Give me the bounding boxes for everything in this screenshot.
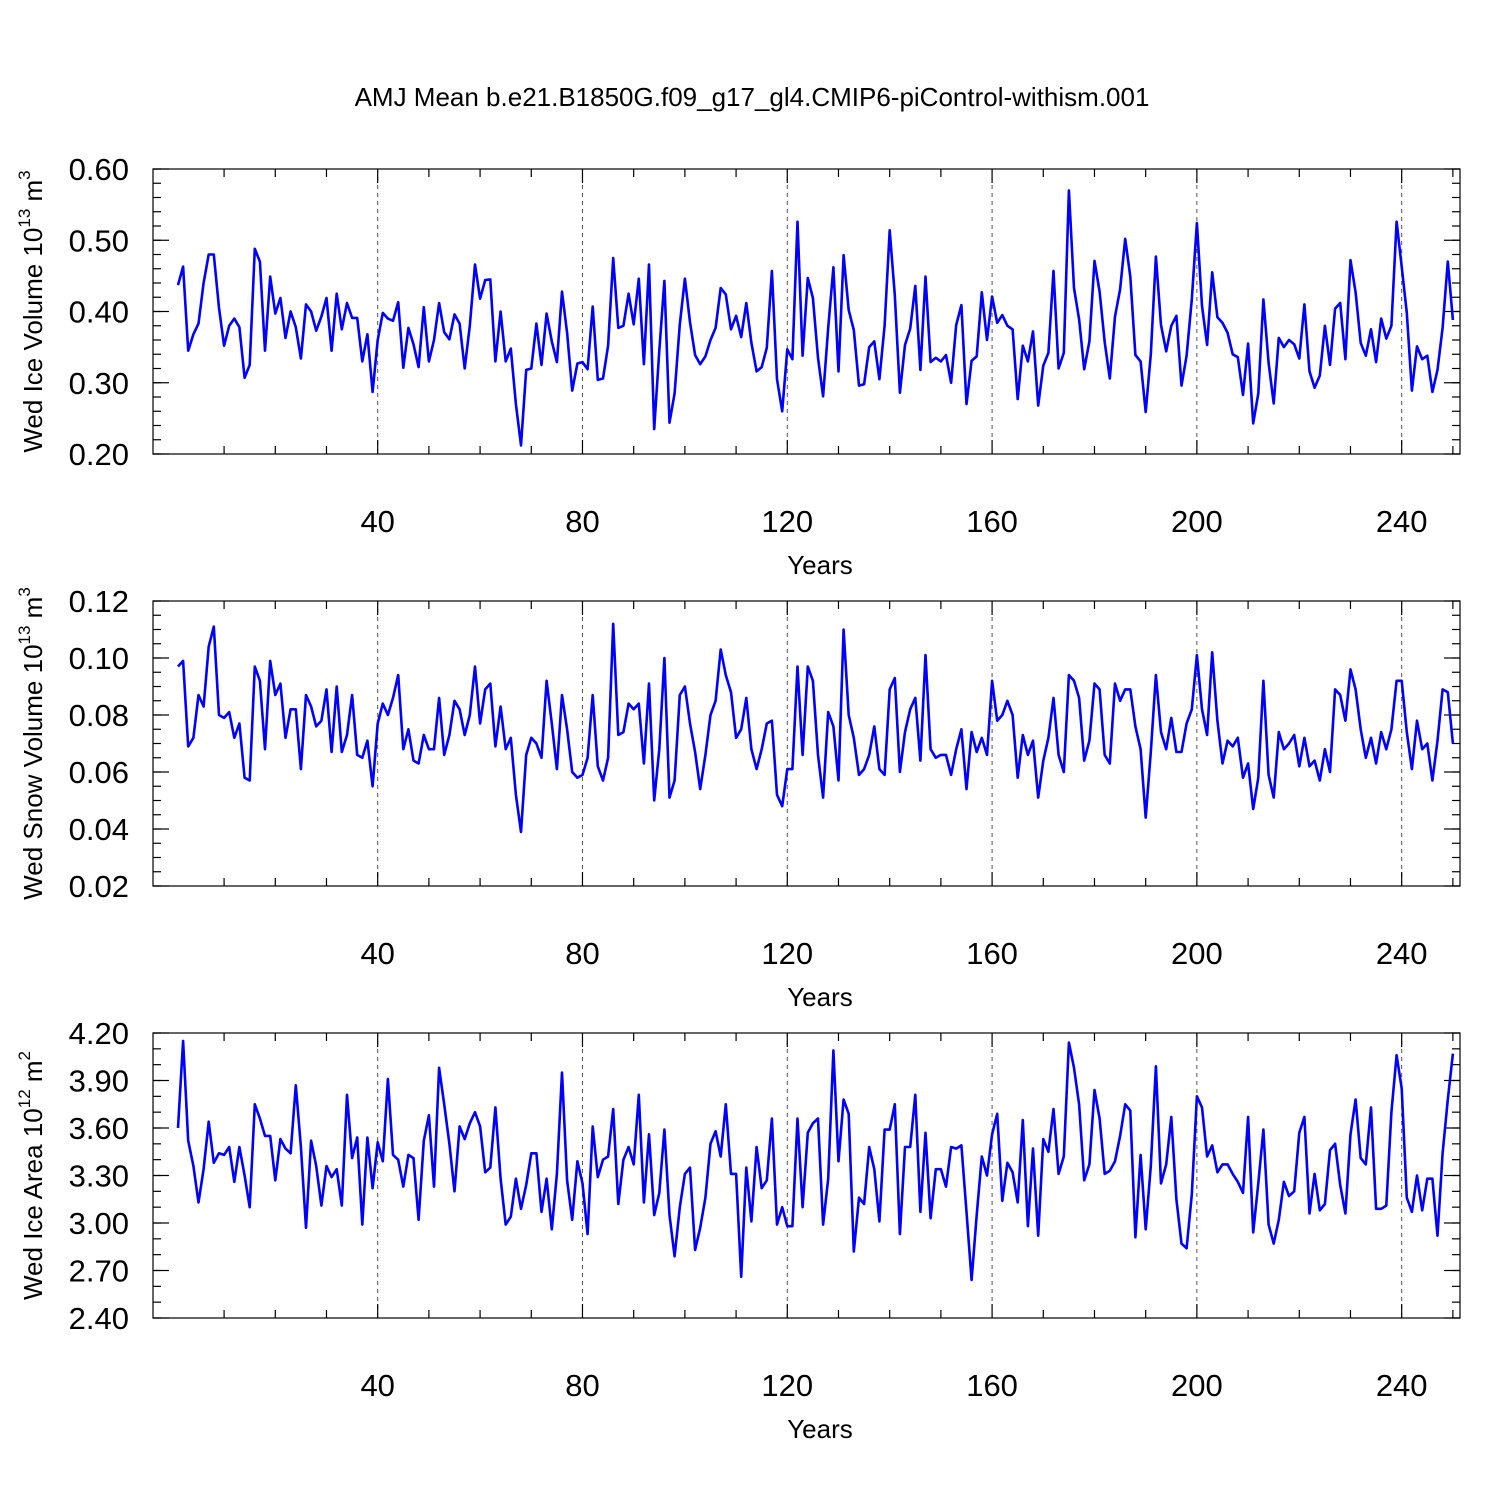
y-axis-label-exp: 13: [15, 209, 34, 228]
x-tick-label-240: 240: [1376, 1368, 1428, 1403]
y-tick-label: 3.00: [69, 1206, 129, 1241]
x-tick-label-120: 120: [761, 936, 813, 971]
y-tick-label: 2.40: [69, 1301, 129, 1336]
y-tick-label: 3.30: [69, 1159, 129, 1194]
y-axis-label-unit-exp: 3: [15, 170, 34, 179]
y-tick-label: 0.06: [69, 755, 129, 790]
y-tick-label: 3.90: [69, 1064, 129, 1099]
y-tick-label: 4.20: [69, 1016, 129, 1051]
x-tick-label-80: 80: [565, 504, 599, 539]
y-axis-label-unit-exp: 2: [15, 1051, 34, 1060]
x-tick-label-40: 40: [360, 504, 394, 539]
panels-group: 40 80 120 160 200 240Years0.200.300.400.500.6…: [15, 152, 1461, 1444]
plot-frame: [152, 600, 1461, 887]
x-tick-label-200: 200: [1171, 936, 1223, 971]
x-tick-label-240: 240: [1376, 504, 1428, 539]
x-tick-label-240: 240: [1376, 936, 1428, 971]
y-axis-label-unit: m: [18, 180, 48, 209]
x-tick-label-40: 40: [360, 1368, 394, 1403]
y-tick-label: 2.70: [69, 1254, 129, 1289]
y-axis-label-exp: 12: [15, 1089, 34, 1108]
y-axis-label-main: Wed Ice Area 10: [18, 1108, 48, 1300]
y-axis-label: Wed Ice Area 1012 m2: [15, 1051, 48, 1300]
series-line-ice-volume: [176, 189, 1455, 447]
y-tick-label: 0.40: [69, 295, 129, 330]
y-axis-label: Wed Ice Volume 1013 m3: [15, 170, 48, 452]
plot-frame: [152, 1032, 1461, 1319]
y-axis-label: Wed Snow Volume 1013 m3: [15, 587, 48, 900]
x-tick-label-200: 200: [1171, 1368, 1223, 1403]
x-tick-label-40: 40: [360, 936, 394, 971]
x-tick-label-160: 160: [966, 504, 1018, 539]
panel-ice-area: 40 80 120 160 200 240 Years 2.40 2.70 3.00 3.30 3.6…: [15, 1016, 1461, 1444]
y-axis-label-main: Wed Ice Volume 10: [18, 228, 48, 453]
y-axis-label-exp: 13: [15, 626, 34, 645]
panel-snow-volume: 40 80 120 160 200 240 Years 0.02 0.04 0.06 0.08 0.1…: [15, 584, 1461, 1012]
x-tick-label-200: 200: [1171, 504, 1223, 539]
y-tick-label: 0.20: [69, 437, 129, 472]
x-tick-label-160: 160: [966, 936, 1018, 971]
y-tick-label: 0.04: [69, 812, 129, 847]
x-axis-label: Years: [787, 982, 853, 1012]
y-tick-label: 0.30: [69, 366, 129, 401]
y-tick-label: 0.50: [69, 223, 129, 258]
y-tick-label: 0.12: [69, 584, 129, 619]
x-axis-label: Years: [787, 1414, 853, 1444]
x-tick-label-160: 160: [966, 1368, 1018, 1403]
y-tick-label: 0.02: [69, 869, 129, 904]
series-line-snow-volume: [177, 622, 1455, 834]
y-axis-label-unit-exp: 3: [15, 587, 34, 596]
y-axis-label-main: Wed Snow Volume 10: [18, 644, 48, 899]
y-tick-label: 0.08: [69, 698, 129, 733]
x-tick-label-80: 80: [565, 1368, 599, 1403]
y-axis-label-unit: m: [18, 597, 48, 626]
x-tick-label-120: 120: [761, 504, 813, 539]
x-axis-label: Years: [787, 550, 853, 580]
y-tick-label: 3.60: [69, 1111, 129, 1146]
series-line-ice-area: [176, 1039, 1455, 1282]
panel-ice-volume: 40 80 120 160 200 240 Years 0.20 0.30 0.40 0.50 0.6…: [15, 152, 1461, 580]
chart-title: AMJ Mean b.e21.B1850G.f09_g17_gl4.CMIP6-…: [355, 82, 1150, 112]
y-axis-label-unit: m: [18, 1060, 48, 1089]
x-tick-label-120: 120: [761, 1368, 813, 1403]
y-tick-label: 0.60: [69, 152, 129, 187]
x-tick-label-80: 80: [565, 936, 599, 971]
y-tick-label: 0.10: [69, 641, 129, 676]
